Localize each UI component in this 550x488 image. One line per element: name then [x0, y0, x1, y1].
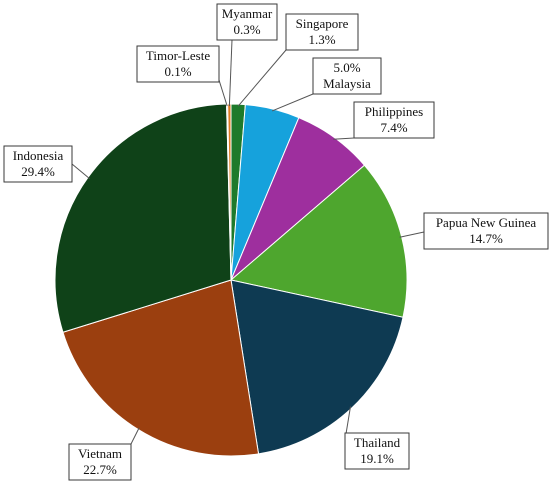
slice-label-name: Papua New Guinea — [436, 215, 537, 230]
slice-label-name: Timor-Leste — [146, 48, 210, 63]
leader-line — [237, 49, 287, 107]
leader-line — [399, 231, 425, 238]
slice-label-percent: 19.1% — [360, 451, 394, 466]
leader-line — [271, 93, 314, 112]
label-box — [216, 3, 278, 41]
pie-slice-thailand — [230, 279, 404, 455]
slice-label-percent: 0.3% — [233, 22, 260, 37]
slice-label-name: Singapore — [296, 16, 349, 31]
leader-lines — [71, 39, 425, 445]
label-box — [423, 212, 549, 250]
slice-label-name: Myanmar — [222, 6, 273, 21]
pie-slices — [54, 103, 408, 457]
label-box — [353, 101, 435, 139]
slice-label-name: Malaysia — [323, 76, 371, 91]
label-box — [312, 57, 382, 95]
label-box — [136, 45, 220, 83]
leader-line — [130, 427, 140, 445]
leader-line — [228, 39, 233, 107]
label-box — [285, 13, 359, 51]
slice-label-percent: 0.1% — [164, 64, 191, 79]
slice-label-name: Vietnam — [78, 446, 122, 461]
slice-label-name: Philippines — [365, 104, 424, 119]
slice-label-name: Thailand — [354, 435, 401, 450]
slice-label-percent: 29.4% — [21, 164, 55, 179]
leader-line — [218, 79, 228, 107]
slice-label-percent: 1.3% — [308, 32, 335, 47]
slice-label-percent: 22.7% — [83, 462, 117, 477]
leader-line — [333, 137, 355, 140]
slice-label-percent: 14.7% — [469, 231, 503, 246]
slice-label-name: Indonesia — [13, 148, 64, 163]
slice-label-percent: 7.4% — [380, 120, 407, 135]
leader-line — [71, 163, 90, 179]
label-box — [344, 432, 410, 470]
slice-label-percent: 5.0% — [333, 60, 360, 75]
label-box — [68, 443, 132, 481]
label-box — [3, 145, 73, 183]
slice-label: 5.0%Malaysia — [312, 57, 382, 95]
